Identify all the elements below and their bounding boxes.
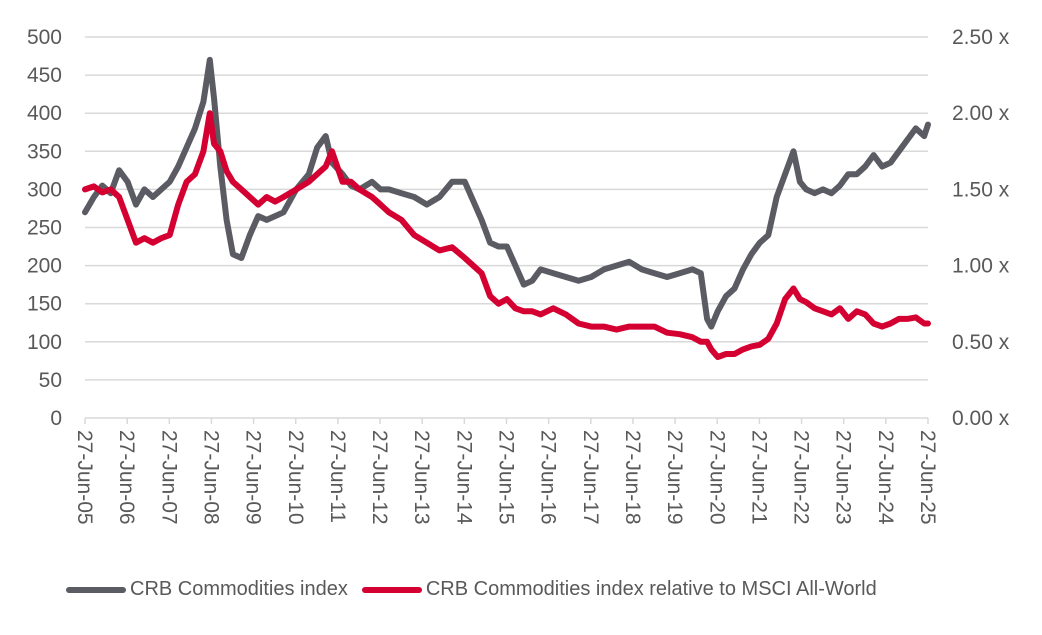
y-right-tick-label: 2.50 x bbox=[952, 26, 1010, 49]
legend-item-crb-relative: CRB Commodities index relative to MSCI A… bbox=[361, 578, 877, 601]
legend-swatch-crb-relative bbox=[361, 586, 422, 593]
x-tick-label: 27-Jun-05 bbox=[73, 430, 96, 525]
x-tick-label: 27-Jun-10 bbox=[284, 430, 307, 525]
x-tick-label: 27-Jun-25 bbox=[916, 430, 939, 525]
x-tick-label: 27-Jun-18 bbox=[621, 430, 644, 525]
x-tick-label: 27-Jun-22 bbox=[790, 430, 813, 525]
y-right-tick-label: 1.00 x bbox=[952, 255, 1010, 278]
legend-label-crb: CRB Commodities index bbox=[130, 578, 348, 600]
y-left-tick-label: 400 bbox=[27, 102, 62, 125]
x-tick-label: 27-Jun-16 bbox=[537, 430, 560, 525]
right-y-axis: 0.00 x 0.50 x 1.00 x 1.50 x 2.00 x 2.50 x bbox=[952, 26, 1010, 430]
y-right-tick-label: 0.50 x bbox=[952, 331, 1010, 354]
left-y-axis: 0 50 100 150 200 250 300 350 400 450 500 bbox=[27, 26, 62, 430]
legend-label-crb-relative: CRB Commodities index relative to MSCI A… bbox=[425, 578, 877, 600]
y-left-tick-label: 250 bbox=[27, 217, 62, 240]
x-tick-label: 27-Jun-21 bbox=[747, 430, 770, 525]
x-tick-label: 27-Jun-12 bbox=[368, 430, 391, 525]
y-left-tick-label: 450 bbox=[27, 64, 62, 87]
legend-swatch-crb bbox=[66, 586, 126, 593]
series-line-crb-relative bbox=[82, 110, 931, 360]
y-left-tick-label: 0 bbox=[50, 407, 62, 430]
x-tick-label: 27-Jun-17 bbox=[579, 430, 602, 525]
y-left-tick-label: 350 bbox=[27, 140, 62, 163]
x-tick-label: 27-Jun-24 bbox=[874, 430, 897, 525]
x-axis: 27-Jun-05 27-Jun-06 27-Jun-07 27-Jun-08 27-J… bbox=[73, 417, 939, 525]
x-tick-label: 27-Jun-08 bbox=[199, 430, 222, 525]
x-tick-label: 27-Jun-15 bbox=[495, 430, 518, 525]
x-tick-label: 27-Jun-06 bbox=[115, 430, 138, 525]
y-left-tick-label: 500 bbox=[27, 26, 62, 49]
y-left-tick-label: 150 bbox=[27, 293, 62, 316]
y-right-tick-label: 1.50 x bbox=[952, 178, 1010, 201]
series-group bbox=[82, 56, 931, 360]
y-left-tick-label: 100 bbox=[27, 331, 62, 354]
x-tick-label: 27-Jun-11 bbox=[326, 430, 349, 523]
x-tick-label: 27-Jun-19 bbox=[663, 430, 686, 525]
series-line-crb bbox=[82, 56, 931, 330]
x-tick-label: 27-Jun-23 bbox=[832, 430, 855, 525]
x-tick-label: 27-Jun-20 bbox=[705, 430, 728, 525]
legend-item-crb: CRB Commodities index bbox=[66, 578, 348, 601]
y-right-tick-label: 0.00 x bbox=[952, 407, 1010, 430]
y-right-tick-label: 2.00 x bbox=[952, 102, 1010, 125]
x-tick-label: 27-Jun-14 bbox=[452, 430, 475, 525]
y-left-tick-label: 200 bbox=[27, 255, 62, 278]
legend: CRB Commodities index CRB Commodities in… bbox=[66, 578, 891, 601]
y-left-tick-label: 300 bbox=[27, 178, 62, 201]
x-tick-label: 27-Jun-07 bbox=[157, 430, 180, 525]
y-left-tick-label: 50 bbox=[39, 369, 62, 392]
x-tick-label: 27-Jun-13 bbox=[410, 430, 433, 525]
x-tick-label: 27-Jun-09 bbox=[242, 430, 265, 525]
